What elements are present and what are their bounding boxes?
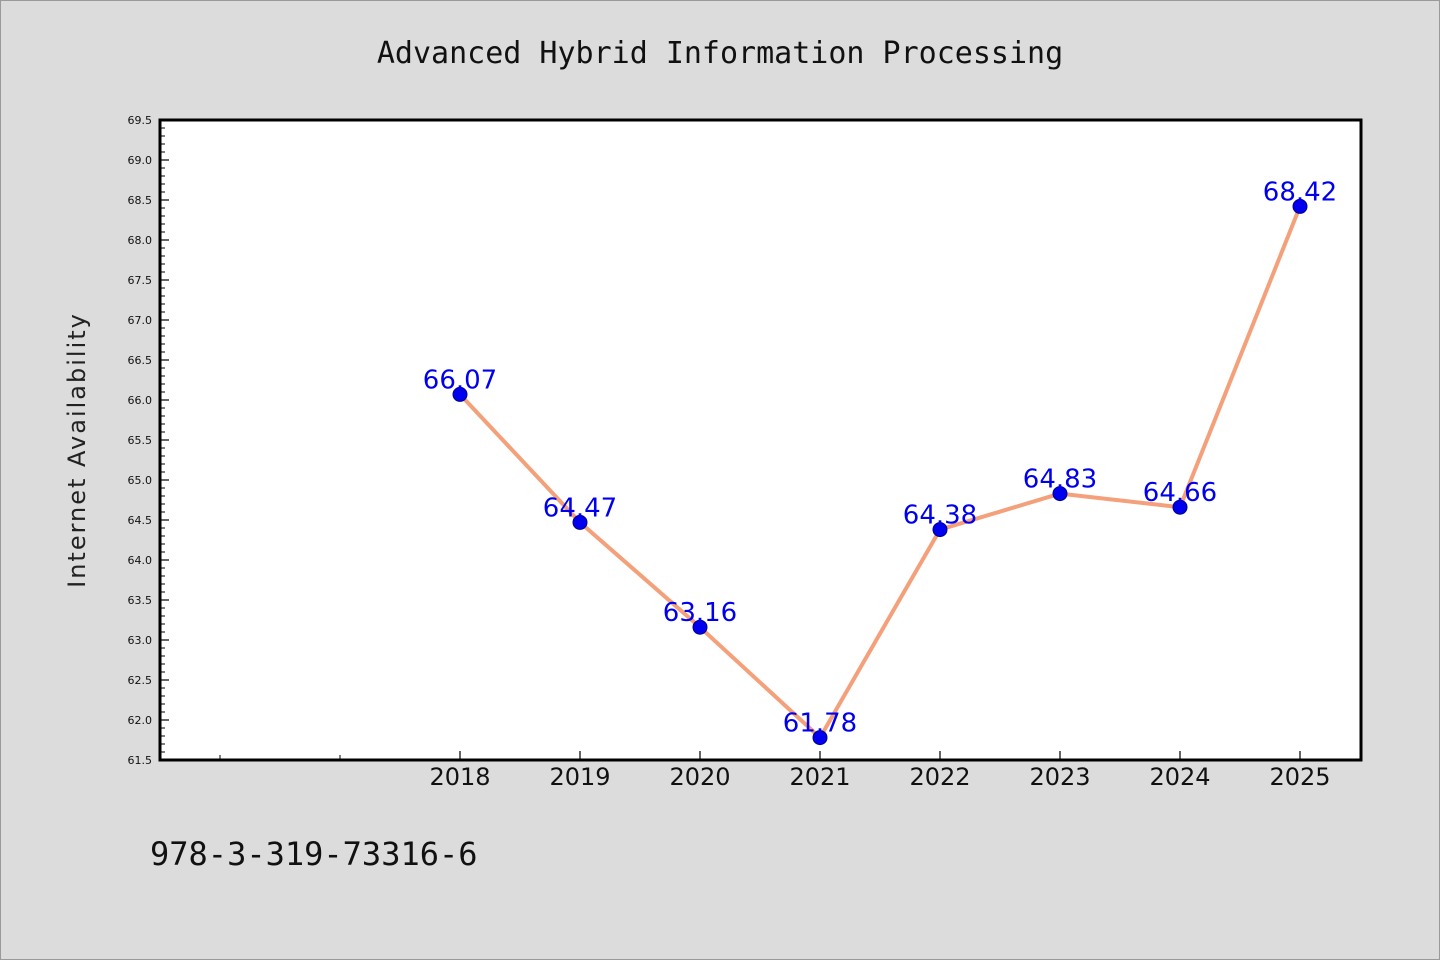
series-line [458, 205, 1302, 740]
y-tick-label: 65.0 [128, 474, 153, 487]
y-tick-label: 63.0 [128, 634, 153, 647]
y-tick-label: 69.5 [128, 114, 153, 127]
data-point [692, 619, 708, 635]
x-tick-label: 2018 [429, 763, 490, 791]
data-label: 66.07 [423, 365, 497, 395]
data-point [1172, 499, 1188, 515]
y-tick-label: 64.5 [128, 514, 153, 527]
data-point [572, 514, 588, 530]
y-tick-label: 65.5 [128, 434, 153, 447]
x-tick-label: 2021 [789, 763, 850, 791]
y-axis-label: Internet Availability [63, 312, 91, 588]
x-tick-label: 2020 [669, 763, 730, 791]
y-tick-label: 63.5 [128, 594, 153, 607]
y-tick-label: 62.5 [128, 674, 153, 687]
x-axis: 2018 2019 2020 2021 2022 2023 2024 2025 [219, 751, 1331, 791]
plot-area [158, 118, 1363, 762]
y-tick-label: 61.5 [128, 754, 153, 767]
y-tick-label: 62.0 [128, 714, 153, 727]
data-label: 64.38 [903, 501, 977, 531]
data-label: 68.42 [1263, 177, 1337, 207]
data-point [812, 730, 828, 746]
y-axis: 61.5 62.0 62.5 63.0 63.5 64.0 64.5 65.0 65.5 66.0… [128, 114, 169, 767]
x-tick-label: 2024 [1149, 763, 1210, 791]
y-tick-label: 67.0 [128, 314, 153, 327]
x-tick-label: 2025 [1269, 763, 1330, 791]
data-label: 64.83 [1023, 465, 1097, 495]
data-label: 64.47 [543, 493, 617, 523]
y-tick-label: 66.0 [128, 394, 153, 407]
data-point [1292, 198, 1308, 214]
y-tick-label: 67.5 [128, 274, 153, 287]
chart-title: Advanced Hybrid Information Processing [377, 36, 1063, 71]
data-label: 64.66 [1143, 478, 1217, 508]
y-tick-label: 64.0 [128, 554, 153, 567]
data-point [1052, 486, 1068, 502]
y-tick-label: 66.5 [128, 354, 153, 367]
data-point [932, 522, 948, 538]
data-label: 61.78 [783, 709, 857, 739]
y-tick-label: 68.5 [128, 194, 153, 207]
x-tick-label: 2022 [909, 763, 970, 791]
series-group: 66.07 64.47 63.16 61.78 64.38 64.83 64.66 68.42 [423, 177, 1337, 746]
y-tick-label: 68.0 [128, 234, 153, 247]
data-label: 63.16 [663, 598, 737, 628]
isbn-text: 978-3-319-73316-6 [150, 835, 478, 873]
data-point [452, 386, 468, 402]
y-tick-label: 69.0 [128, 154, 153, 167]
x-tick-label: 2019 [549, 763, 610, 791]
x-tick-label: 2023 [1029, 763, 1090, 791]
